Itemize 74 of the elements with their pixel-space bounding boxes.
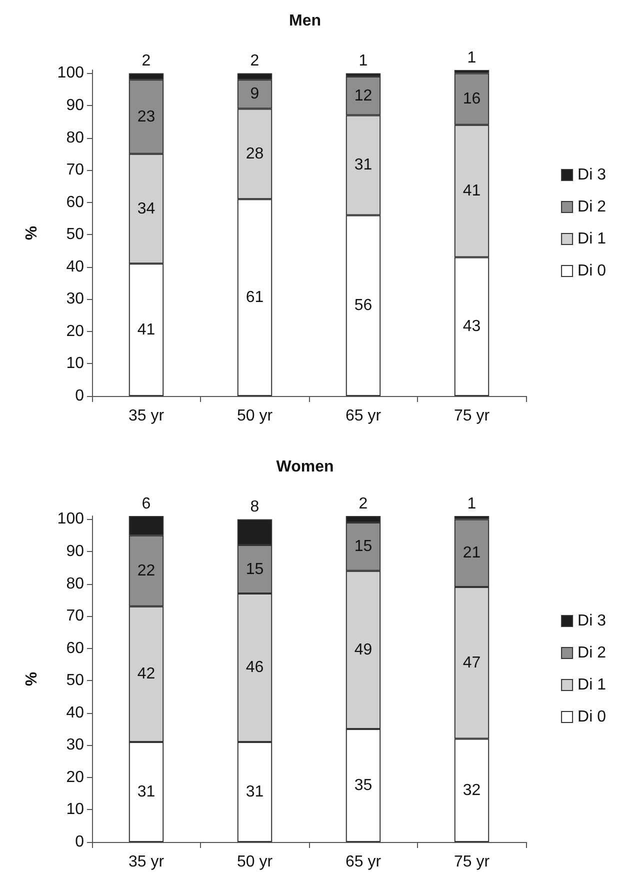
x-tick-label: 35 yr (128, 408, 165, 424)
data-label: 49 (354, 641, 372, 658)
data-label: 41 (462, 182, 481, 200)
legend-label: Di 1 (578, 230, 606, 248)
y-tick-label: 90 (66, 543, 84, 560)
y-tick-label: 80 (66, 129, 84, 146)
x-tick-label: 50 yr (236, 408, 274, 424)
chart-title: Men (289, 12, 321, 30)
y-tick-label: 10 (66, 355, 84, 372)
data-label: 34 (137, 200, 156, 218)
y-tick-label: 50 (66, 672, 84, 690)
y-tick-label: 100 (57, 64, 84, 82)
y-tick-label: 100 (57, 510, 84, 528)
y-axis-title: % (24, 226, 40, 240)
data-label: 61 (246, 289, 264, 306)
y-tick-label: 30 (66, 290, 84, 308)
x-tick-label: 35 yr (128, 854, 165, 870)
y-tick-label: 60 (66, 194, 84, 211)
data-label: 31 (246, 783, 264, 800)
data-label: 42 (137, 666, 156, 683)
data-label: 9 (250, 86, 260, 103)
y-axis-title: % (24, 672, 40, 686)
data-label: 2 (142, 52, 151, 70)
legend-label: Di 3 (578, 612, 606, 630)
data-label: 22 (137, 562, 156, 580)
x-tick-label: 50 yr (236, 854, 274, 870)
data-label: 23 (137, 108, 156, 126)
x-tick-label: 65 yr (345, 408, 382, 424)
y-tick-label: 40 (66, 704, 84, 722)
chart-title: Women (276, 458, 334, 476)
data-label: 2 (358, 496, 368, 512)
data-label: 1 (358, 52, 368, 70)
data-label: 32 (462, 782, 481, 799)
data-label: 15 (354, 538, 372, 556)
y-tick-label: 0 (75, 388, 84, 404)
data-label: 43 (462, 318, 481, 336)
x-tick-label: 75 yr (454, 408, 490, 424)
x-tick-label: 75 yr (454, 854, 490, 870)
y-tick-label: 80 (66, 575, 84, 592)
data-label: 1 (467, 496, 476, 512)
legend-label: Di 3 (578, 166, 606, 184)
data-label: 31 (137, 783, 156, 800)
data-label: 12 (354, 87, 372, 104)
legend-label: Di 1 (578, 676, 606, 694)
data-label: 28 (246, 145, 264, 162)
data-label: 2 (250, 52, 260, 70)
y-tick-label: 90 (66, 97, 84, 114)
data-label: 56 (354, 297, 372, 314)
y-tick-label: 50 (66, 226, 84, 244)
y-tick-label: 70 (66, 162, 84, 179)
data-label: 47 (462, 654, 481, 672)
legend-label: Di 0 (578, 262, 606, 280)
data-label: 1 (467, 50, 476, 66)
y-tick-label: 10 (66, 801, 84, 818)
data-label: 35 (354, 777, 372, 794)
x-tick-label: 65 yr (345, 854, 382, 870)
y-tick-label: 20 (66, 322, 84, 340)
y-tick-label: 20 (66, 768, 84, 786)
data-label: 6 (142, 496, 151, 512)
data-label: 15 (246, 560, 264, 578)
y-tick-label: 30 (66, 736, 84, 754)
data-label: 8 (250, 498, 260, 516)
data-label: 21 (462, 544, 481, 562)
legend-label: Di 2 (578, 644, 606, 662)
legend-label: Di 2 (578, 198, 606, 216)
y-tick-label: 0 (75, 834, 84, 850)
data-label: 31 (354, 156, 372, 174)
y-tick-label: 60 (66, 640, 84, 657)
legend-label: Di 0 (578, 708, 606, 726)
data-label: 16 (462, 90, 481, 108)
data-label: 41 (137, 321, 156, 338)
data-label: 46 (246, 659, 264, 676)
y-tick-label: 40 (66, 258, 84, 276)
y-tick-label: 70 (66, 608, 84, 625)
